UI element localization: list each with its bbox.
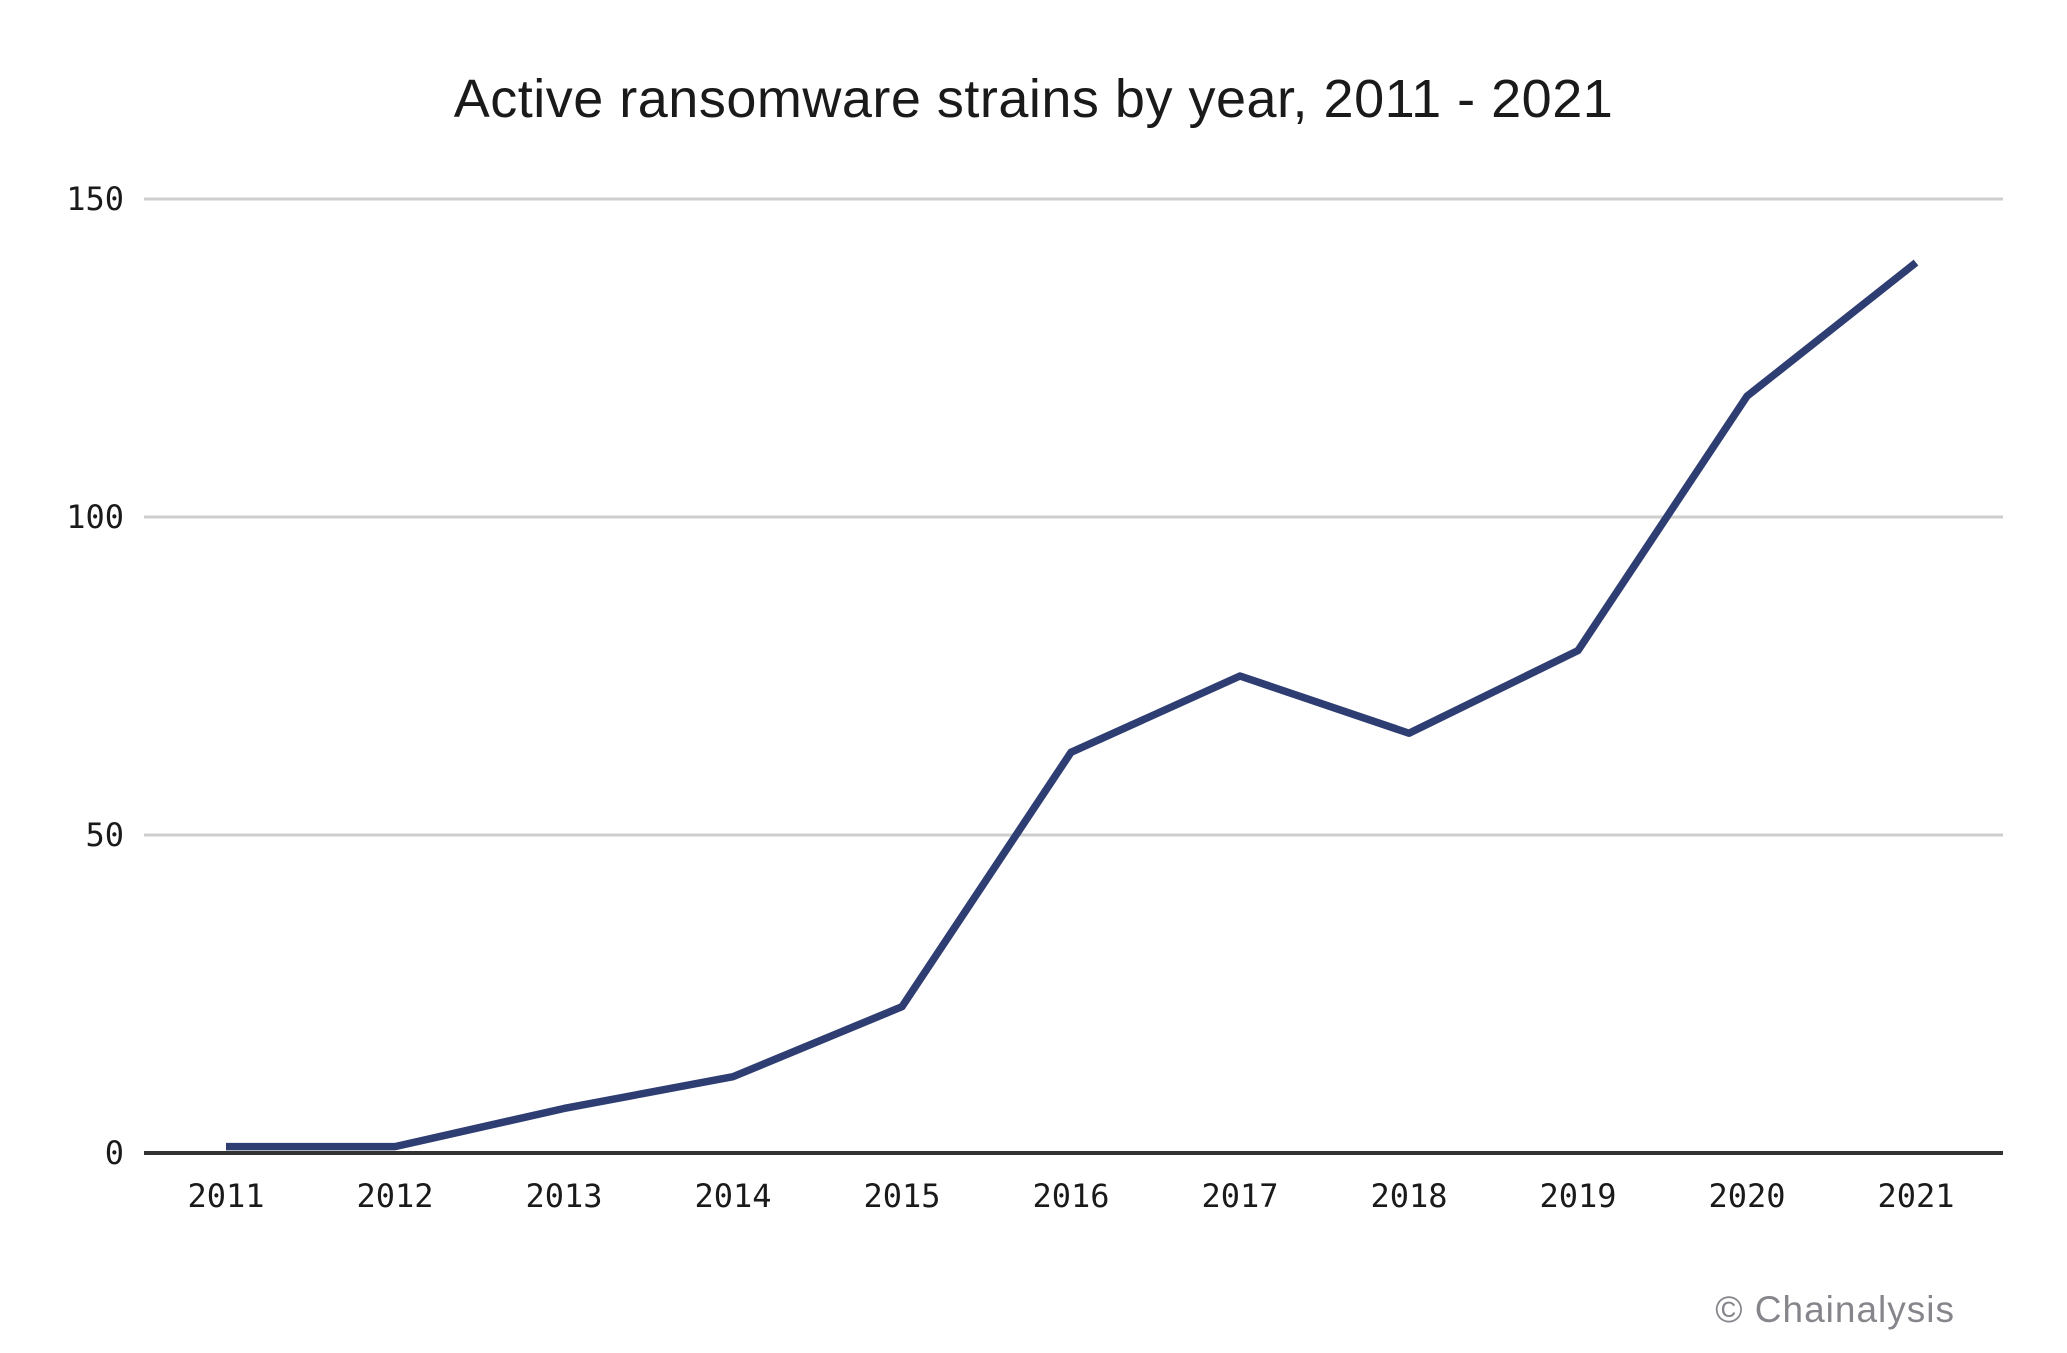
y-tick-label: 0 [105,1134,124,1172]
x-tick-label: 2015 [863,1177,940,1215]
x-tick-label: 2021 [1877,1177,1954,1215]
x-tick-label: 2016 [1032,1177,1109,1215]
x-tick-label: 2012 [356,1177,433,1215]
y-tick-label: 150 [66,180,124,218]
chart-title: Active ransomware strains by year, 2011 … [453,69,1614,129]
data-line [226,259,1919,1151]
x-tick-label: 2017 [1201,1177,1278,1215]
x-tick-label: 2020 [1708,1177,1785,1215]
x-tick-label: 2013 [525,1177,602,1215]
y-tick-label: 50 [85,816,124,854]
x-tick-label: 2019 [1539,1177,1616,1215]
x-tick-label: 2018 [1370,1177,1447,1215]
x-tick-label: 2011 [187,1177,264,1215]
y-tick-label: 100 [66,498,124,536]
x-tick-label: 2014 [694,1177,771,1215]
chainalysis-watermark: © Chainalysis [1715,1289,1955,1330]
